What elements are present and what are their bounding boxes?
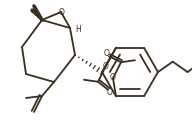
- Text: O: O: [59, 8, 65, 17]
- Text: O: O: [107, 88, 113, 97]
- Text: O: O: [110, 73, 116, 82]
- Text: H: H: [75, 25, 81, 35]
- Text: O: O: [104, 49, 110, 58]
- Text: O: O: [103, 62, 109, 71]
